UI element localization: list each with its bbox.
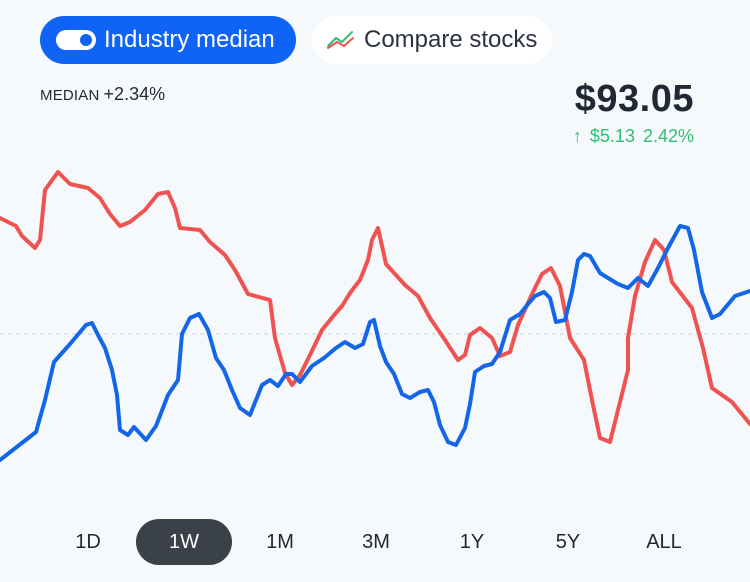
timeframe-tab-1w[interactable]: 1W (136, 519, 232, 565)
industry-median-toggle[interactable]: Industry median (40, 16, 296, 64)
price-chart[interactable] (0, 150, 750, 490)
stock-series-line (0, 224, 750, 462)
compare-stocks-button[interactable]: Compare stocks (312, 16, 552, 64)
toggle-switch-icon (56, 30, 96, 50)
timeframe-tab-1y[interactable]: 1Y (459, 530, 485, 553)
arrow-up-icon: ↑ (572, 126, 582, 146)
median-label: MEDIAN (40, 87, 100, 104)
compare-stocks-label: Compare stocks (364, 26, 538, 53)
median-value: +2.34% (103, 84, 166, 104)
median-summary: MEDIAN +2.34% (40, 84, 165, 105)
price-change-percent: 2.42% (642, 126, 694, 146)
timeframe-tab-3m[interactable]: 3M (362, 530, 390, 553)
industry-median-label: Industry median (104, 26, 275, 53)
timeframe-tabs: 1D 1W 1M 3M 1Y 5Y ALL (40, 519, 712, 565)
stock-price: $93.05 (574, 78, 694, 120)
compare-lines-icon (327, 31, 354, 49)
timeframe-tab-5y[interactable]: 5Y (555, 530, 581, 553)
timeframe-tab-1d[interactable]: 1D (75, 530, 101, 553)
price-change: ↑ $5.13 2.42% (573, 126, 694, 147)
median-series-line (0, 170, 750, 444)
timeframe-tab-all[interactable]: ALL (646, 530, 682, 553)
timeframe-tab-1m[interactable]: 1M (266, 530, 294, 553)
price-change-amount: $5.13 (589, 126, 635, 146)
